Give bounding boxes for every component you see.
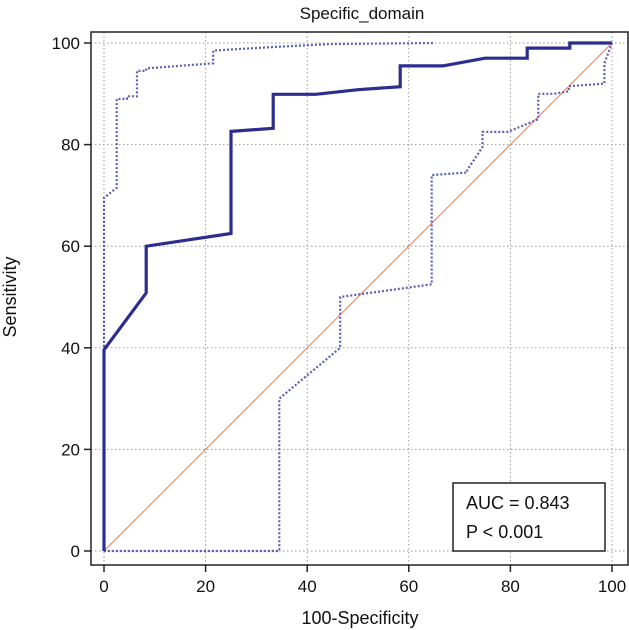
- annotation-frame: [452, 482, 606, 552]
- y-tick-label: 0: [71, 542, 80, 561]
- x-tick-label: 60: [399, 577, 418, 596]
- series-reference-line: [103, 42, 613, 552]
- chart-title: Specific_domain: [300, 4, 425, 23]
- series-ci-upper-line: [102, 41, 435, 551]
- axis-ticks: 0 20 40 60 80 100 0 20 40 60 80 100: [52, 34, 627, 596]
- y-tick-label: 60: [61, 237, 80, 256]
- x-tick-label: 20: [196, 577, 215, 596]
- x-tick-label: 100: [598, 577, 626, 596]
- series-roc-line: [102, 41, 612, 551]
- auc-annotation-box: AUC = 0.843 P < 0.001: [452, 482, 606, 552]
- x-tick-label: 40: [298, 577, 317, 596]
- y-tick-label: 40: [61, 339, 80, 358]
- plot-frame: [90, 31, 629, 566]
- p-value-label: P < 0.001: [466, 522, 543, 542]
- x-tick-label: 0: [99, 577, 108, 596]
- y-tick-label: 20: [61, 440, 80, 459]
- x-tick-label: 80: [501, 577, 520, 596]
- y-tick-label: 100: [52, 34, 80, 53]
- y-axis-title: Sensitivity: [0, 256, 20, 337]
- series-layer: [102, 41, 614, 553]
- series-ci-lower-line: [104, 42, 614, 553]
- x-axis-title: 100-Specificity: [301, 608, 418, 628]
- auc-label: AUC = 0.843: [466, 493, 570, 513]
- y-tick-label: 80: [61, 136, 80, 155]
